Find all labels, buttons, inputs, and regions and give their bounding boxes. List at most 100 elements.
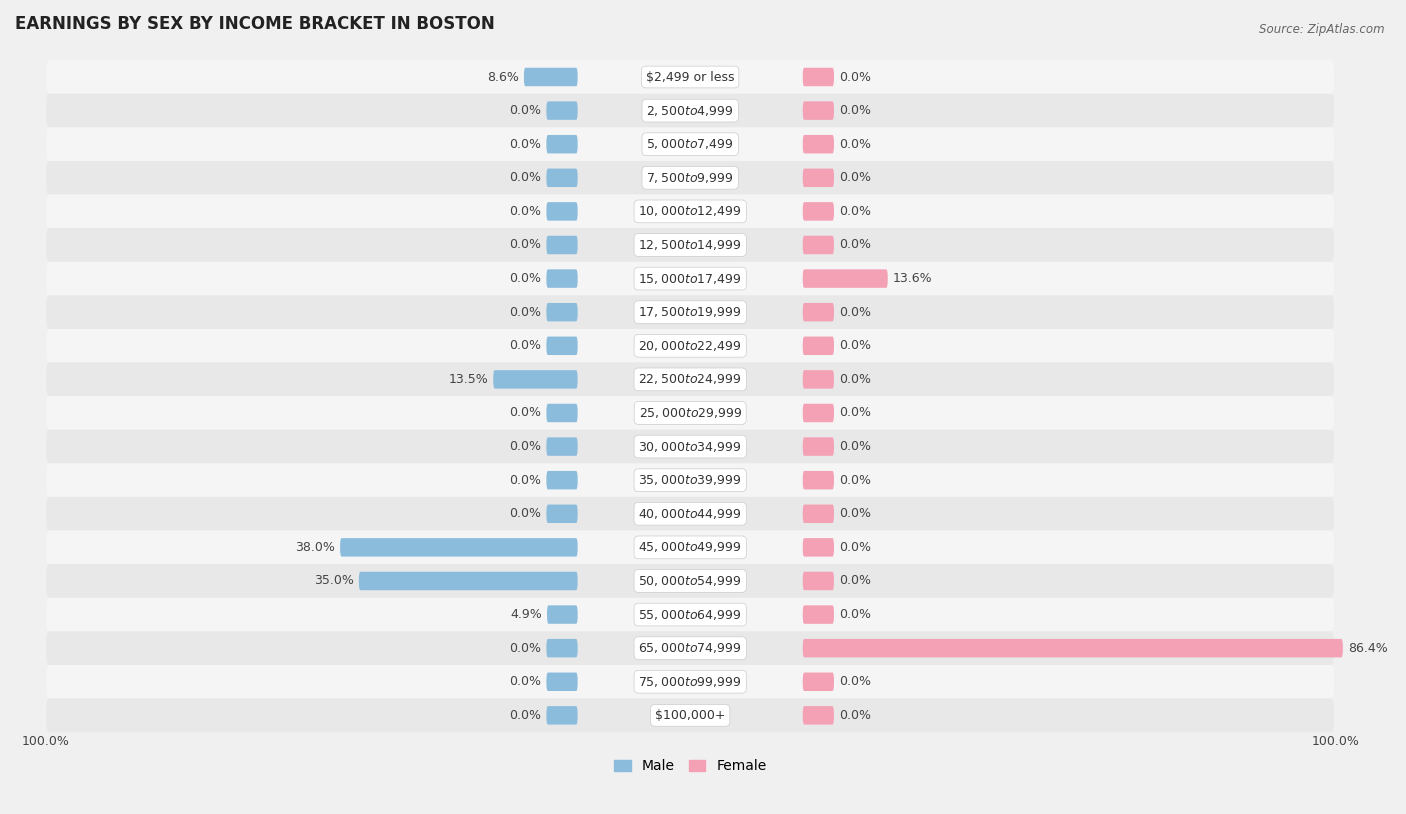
FancyBboxPatch shape bbox=[46, 94, 1334, 128]
FancyBboxPatch shape bbox=[547, 303, 578, 322]
FancyBboxPatch shape bbox=[547, 135, 578, 153]
FancyBboxPatch shape bbox=[547, 336, 578, 355]
FancyBboxPatch shape bbox=[803, 437, 834, 456]
Text: 0.0%: 0.0% bbox=[839, 138, 870, 151]
Text: 0.0%: 0.0% bbox=[509, 440, 541, 453]
Text: 0.0%: 0.0% bbox=[839, 306, 870, 319]
FancyBboxPatch shape bbox=[803, 639, 1343, 658]
Text: 0.0%: 0.0% bbox=[839, 339, 870, 352]
FancyBboxPatch shape bbox=[547, 102, 578, 120]
Text: 100.0%: 100.0% bbox=[1312, 735, 1360, 748]
FancyBboxPatch shape bbox=[46, 362, 1334, 396]
Text: 0.0%: 0.0% bbox=[509, 239, 541, 252]
FancyBboxPatch shape bbox=[46, 128, 1334, 161]
FancyBboxPatch shape bbox=[803, 706, 834, 724]
FancyBboxPatch shape bbox=[46, 228, 1334, 262]
FancyBboxPatch shape bbox=[46, 597, 1334, 632]
FancyBboxPatch shape bbox=[803, 606, 834, 624]
FancyBboxPatch shape bbox=[803, 102, 834, 120]
FancyBboxPatch shape bbox=[803, 202, 834, 221]
Text: $17,500 to $19,999: $17,500 to $19,999 bbox=[638, 305, 742, 319]
FancyBboxPatch shape bbox=[46, 497, 1334, 531]
Text: 0.0%: 0.0% bbox=[839, 373, 870, 386]
FancyBboxPatch shape bbox=[46, 698, 1334, 732]
Text: 0.0%: 0.0% bbox=[839, 608, 870, 621]
FancyBboxPatch shape bbox=[547, 202, 578, 221]
FancyBboxPatch shape bbox=[547, 505, 578, 523]
Text: 0.0%: 0.0% bbox=[839, 171, 870, 184]
Text: 38.0%: 38.0% bbox=[295, 540, 335, 554]
Text: EARNINGS BY SEX BY INCOME BRACKET IN BOSTON: EARNINGS BY SEX BY INCOME BRACKET IN BOS… bbox=[15, 15, 495, 33]
FancyBboxPatch shape bbox=[803, 471, 834, 489]
Legend: Male, Female: Male, Female bbox=[609, 754, 772, 779]
Text: 100.0%: 100.0% bbox=[21, 735, 69, 748]
FancyBboxPatch shape bbox=[547, 606, 578, 624]
Text: 0.0%: 0.0% bbox=[839, 239, 870, 252]
Text: $45,000 to $49,999: $45,000 to $49,999 bbox=[638, 540, 742, 554]
FancyBboxPatch shape bbox=[547, 706, 578, 724]
Text: 0.0%: 0.0% bbox=[509, 507, 541, 520]
Text: 4.9%: 4.9% bbox=[510, 608, 543, 621]
FancyBboxPatch shape bbox=[547, 236, 578, 254]
FancyBboxPatch shape bbox=[46, 632, 1334, 665]
FancyBboxPatch shape bbox=[803, 538, 834, 557]
Text: 0.0%: 0.0% bbox=[509, 171, 541, 184]
FancyBboxPatch shape bbox=[547, 672, 578, 691]
Text: 0.0%: 0.0% bbox=[509, 339, 541, 352]
FancyBboxPatch shape bbox=[803, 303, 834, 322]
FancyBboxPatch shape bbox=[46, 430, 1334, 463]
Text: 0.0%: 0.0% bbox=[509, 272, 541, 285]
FancyBboxPatch shape bbox=[494, 370, 578, 388]
Text: $7,500 to $9,999: $7,500 to $9,999 bbox=[647, 171, 734, 185]
Text: 0.0%: 0.0% bbox=[839, 676, 870, 689]
FancyBboxPatch shape bbox=[547, 639, 578, 658]
FancyBboxPatch shape bbox=[803, 571, 834, 590]
Text: 0.0%: 0.0% bbox=[509, 306, 541, 319]
FancyBboxPatch shape bbox=[46, 295, 1334, 329]
FancyBboxPatch shape bbox=[547, 437, 578, 456]
FancyBboxPatch shape bbox=[547, 168, 578, 187]
Text: 0.0%: 0.0% bbox=[509, 709, 541, 722]
Text: $50,000 to $54,999: $50,000 to $54,999 bbox=[638, 574, 742, 588]
FancyBboxPatch shape bbox=[803, 236, 834, 254]
Text: 0.0%: 0.0% bbox=[509, 676, 541, 689]
FancyBboxPatch shape bbox=[359, 571, 578, 590]
FancyBboxPatch shape bbox=[46, 161, 1334, 195]
Text: $25,000 to $29,999: $25,000 to $29,999 bbox=[638, 406, 742, 420]
FancyBboxPatch shape bbox=[803, 68, 834, 86]
Text: $100,000+: $100,000+ bbox=[655, 709, 725, 722]
Text: $75,000 to $99,999: $75,000 to $99,999 bbox=[638, 675, 742, 689]
Text: 0.0%: 0.0% bbox=[509, 138, 541, 151]
FancyBboxPatch shape bbox=[803, 672, 834, 691]
Text: Source: ZipAtlas.com: Source: ZipAtlas.com bbox=[1260, 23, 1385, 36]
Text: 0.0%: 0.0% bbox=[509, 406, 541, 419]
FancyBboxPatch shape bbox=[46, 60, 1334, 94]
FancyBboxPatch shape bbox=[803, 404, 834, 422]
Text: 0.0%: 0.0% bbox=[839, 575, 870, 588]
Text: $20,000 to $22,499: $20,000 to $22,499 bbox=[638, 339, 742, 352]
Text: 35.0%: 35.0% bbox=[314, 575, 354, 588]
Text: $2,499 or less: $2,499 or less bbox=[645, 71, 734, 84]
Text: $5,000 to $7,499: $5,000 to $7,499 bbox=[647, 138, 734, 151]
FancyBboxPatch shape bbox=[547, 471, 578, 489]
Text: 86.4%: 86.4% bbox=[1348, 641, 1388, 654]
Text: $12,500 to $14,999: $12,500 to $14,999 bbox=[638, 238, 742, 252]
Text: $65,000 to $74,999: $65,000 to $74,999 bbox=[638, 641, 742, 655]
Text: 0.0%: 0.0% bbox=[839, 406, 870, 419]
Text: 0.0%: 0.0% bbox=[839, 104, 870, 117]
Text: 0.0%: 0.0% bbox=[839, 507, 870, 520]
FancyBboxPatch shape bbox=[46, 564, 1334, 597]
FancyBboxPatch shape bbox=[803, 505, 834, 523]
FancyBboxPatch shape bbox=[46, 531, 1334, 564]
Text: 0.0%: 0.0% bbox=[509, 205, 541, 218]
FancyBboxPatch shape bbox=[803, 168, 834, 187]
Text: 8.6%: 8.6% bbox=[486, 71, 519, 84]
FancyBboxPatch shape bbox=[803, 135, 834, 153]
Text: $55,000 to $64,999: $55,000 to $64,999 bbox=[638, 607, 742, 622]
Text: 0.0%: 0.0% bbox=[839, 540, 870, 554]
FancyBboxPatch shape bbox=[547, 404, 578, 422]
FancyBboxPatch shape bbox=[46, 463, 1334, 497]
FancyBboxPatch shape bbox=[803, 336, 834, 355]
Text: 13.5%: 13.5% bbox=[449, 373, 488, 386]
Text: $22,500 to $24,999: $22,500 to $24,999 bbox=[638, 372, 742, 387]
